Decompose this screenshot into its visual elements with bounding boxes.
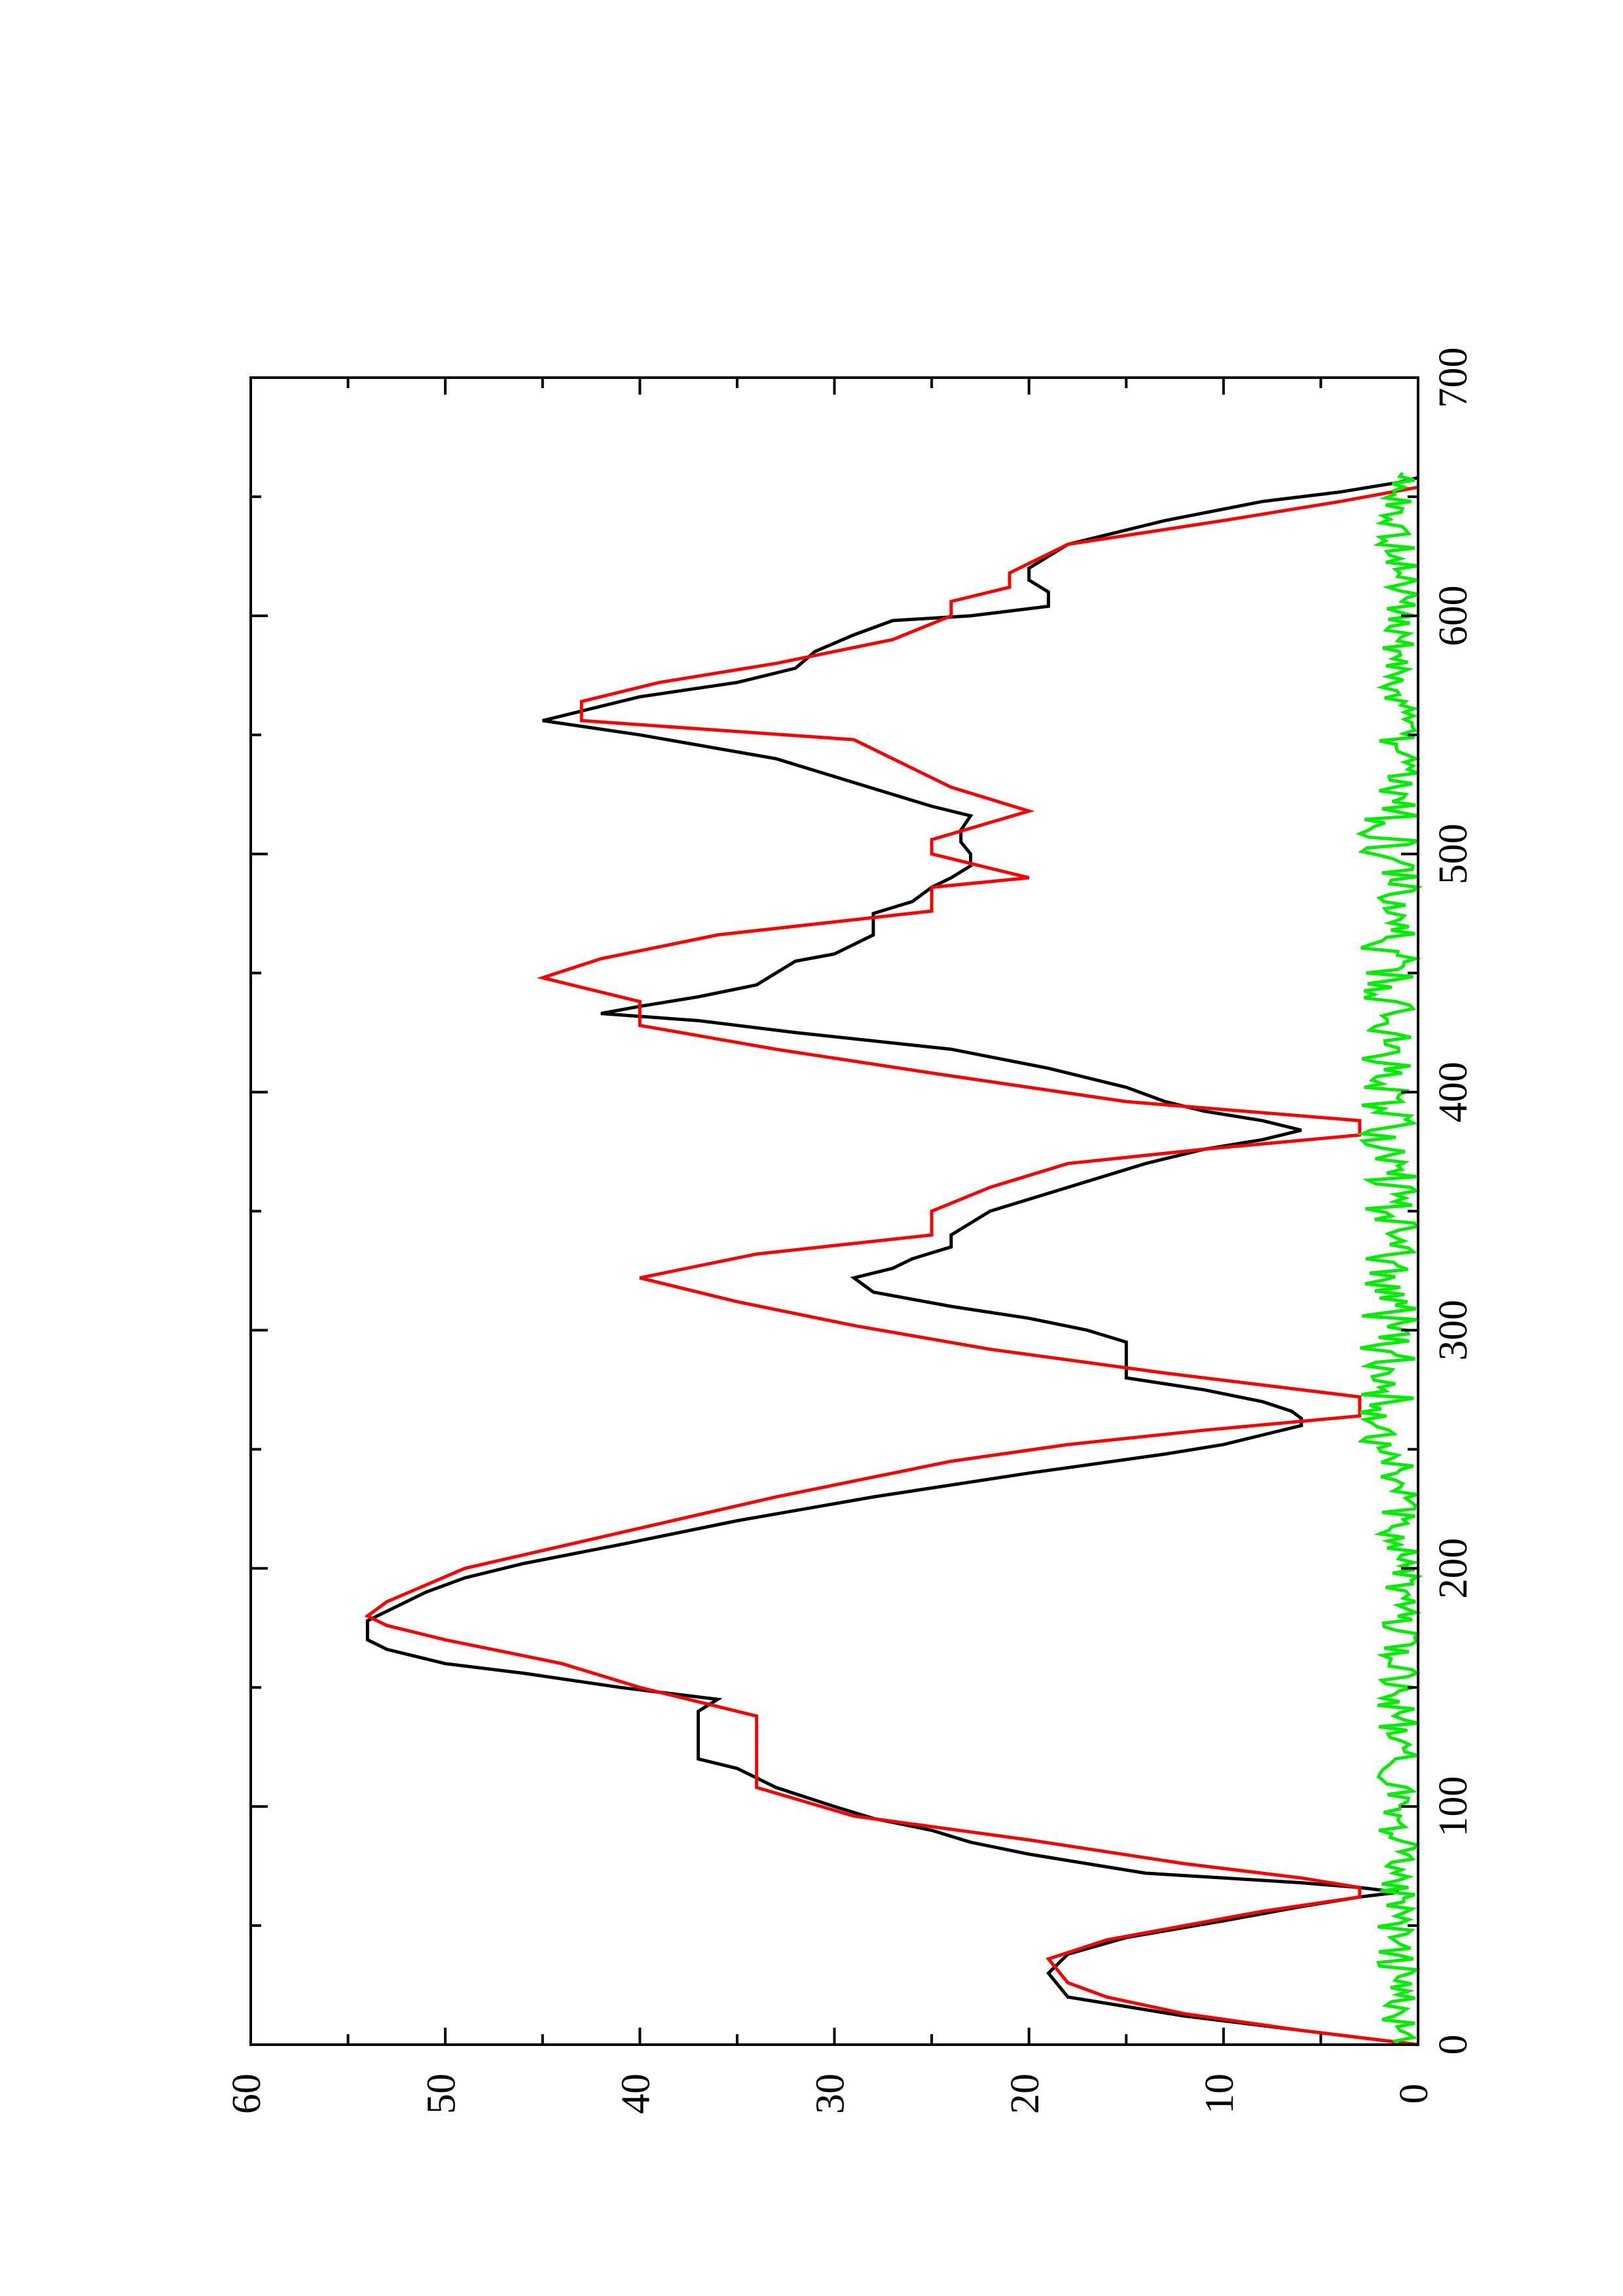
plot-frame	[249, 376, 1419, 2046]
y-tick-label: 50	[419, 2073, 464, 2114]
series-line-2	[364, 485, 1419, 2047]
axis-ticks	[249, 376, 1419, 2046]
x-tick-label: 200	[1431, 1538, 1476, 1599]
x-tick-label: 500	[1431, 823, 1476, 884]
y-tick-label: 0	[1392, 2084, 1436, 2104]
y-tick-label: 40	[614, 2073, 659, 2114]
x-tick-label: 100	[1431, 1776, 1476, 1837]
x-tick-label: 0	[1431, 2035, 1476, 2055]
plot-area	[364, 471, 1423, 2047]
series-line-3	[1355, 471, 1423, 2046]
x-tick-label: 600	[1431, 585, 1476, 646]
y-tick-label: 20	[1003, 2073, 1048, 2114]
series-line-1	[365, 476, 1419, 2047]
y-tick-label: 60	[225, 2073, 269, 2114]
y-tick-label: 10	[1197, 2073, 1242, 2114]
y-tick-label: 30	[809, 2073, 853, 2114]
x-tick-label: 400	[1431, 1062, 1476, 1122]
x-tick-label: 700	[1431, 348, 1476, 408]
x-tick-label: 300	[1431, 1300, 1476, 1361]
axis-tick-labels: 0 100 200 300 400 500 600 700 0 10 20 30 40 50 60	[225, 348, 1476, 2115]
